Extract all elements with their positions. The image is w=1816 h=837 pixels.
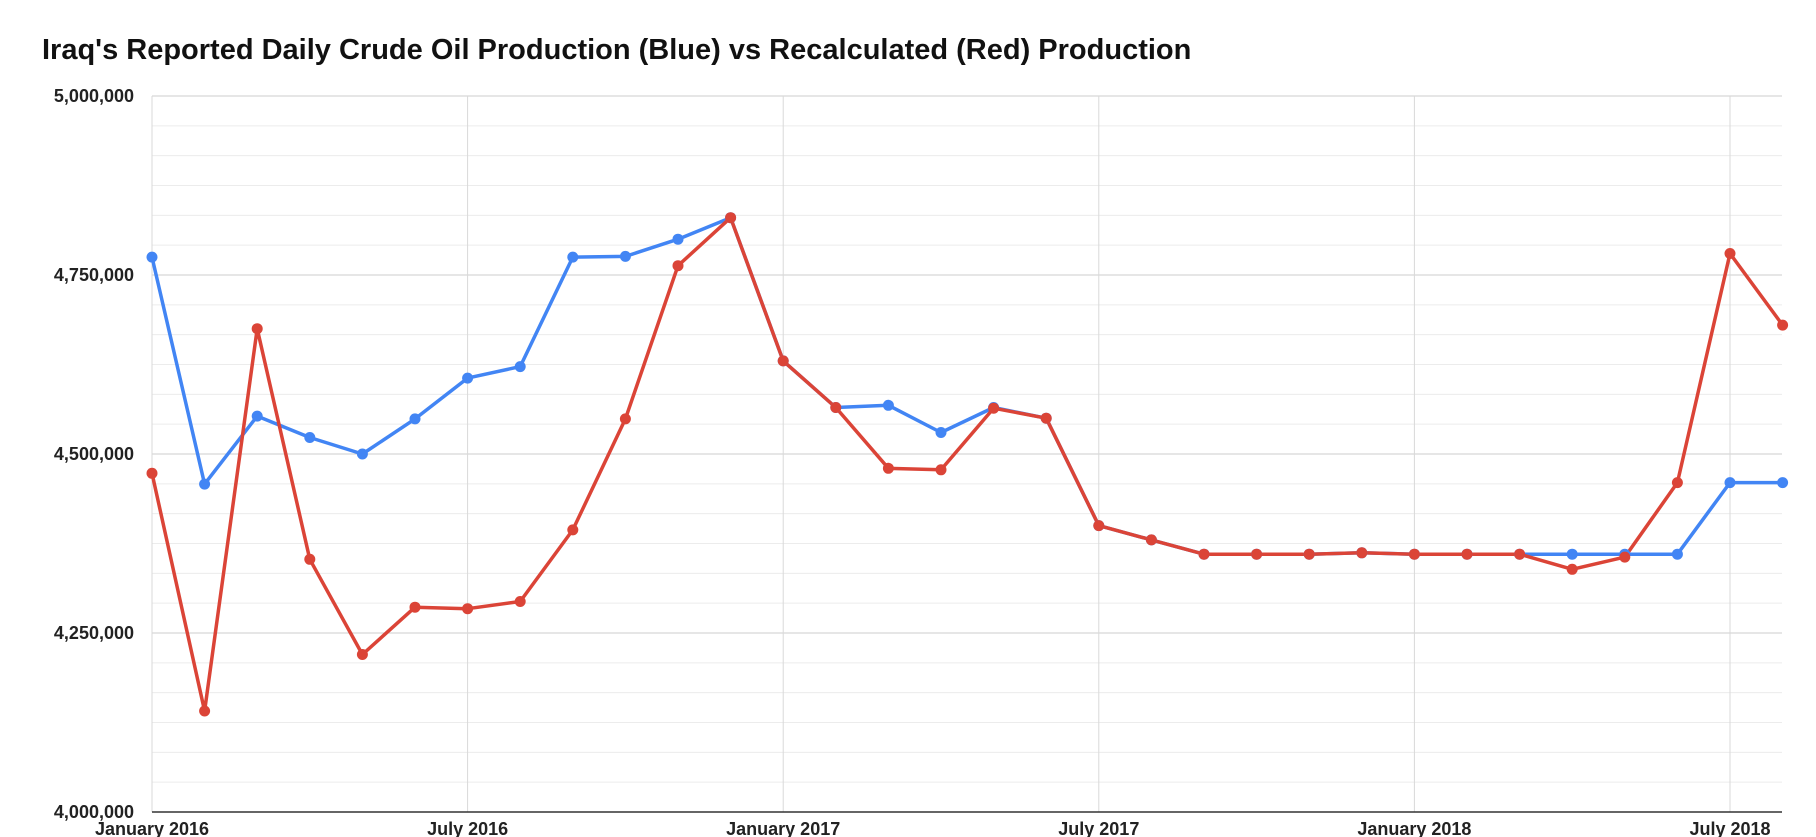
recalculated-data-point <box>462 603 474 615</box>
recalculated-data-point <box>304 553 316 565</box>
series-lines <box>150 215 1785 713</box>
recalculated-data-point <box>1303 548 1315 560</box>
chart-title: Iraq's Reported Daily Crude Oil Producti… <box>42 34 1192 66</box>
recalculated-data-point <box>1040 412 1052 424</box>
reported-data-point <box>935 427 947 438</box>
y-tick-label: 4,500,000 <box>54 444 134 464</box>
reported-data-point <box>619 250 631 262</box>
recalculated-data-point <box>1461 548 1473 560</box>
y-tick-label: 4,000,000 <box>54 802 134 822</box>
recalculated-data-point <box>1093 520 1105 532</box>
reported-data-point <box>514 361 526 373</box>
recalculated-data-point <box>409 601 421 613</box>
recalculated-data-point <box>1566 563 1578 575</box>
recalculated-data-point <box>1777 319 1789 331</box>
x-tick-label: January 2016 <box>95 819 209 837</box>
reported-series-line <box>150 215 1785 556</box>
recalculated-data-point <box>1198 548 1210 560</box>
reported-data-point <box>462 372 474 384</box>
recalculated-data-point <box>251 323 263 335</box>
recalculated-data-point <box>672 260 684 272</box>
recalculated-data-point <box>146 467 158 479</box>
reported-data-point <box>1566 548 1578 560</box>
recalculated-data-point <box>356 649 368 660</box>
reported-data-point <box>409 413 421 425</box>
y-tick-label: 4,250,000 <box>54 623 134 643</box>
reported-data-point <box>1671 548 1683 560</box>
y-tick-label: 4,750,000 <box>54 265 134 285</box>
recalculated-data-point <box>199 705 211 717</box>
recalculated-data-point <box>1724 248 1736 259</box>
recalculated-data-point <box>935 464 947 476</box>
recalculated-data-point <box>725 212 737 224</box>
reported-data-point <box>251 410 263 422</box>
x-tick-label: July 2016 <box>427 819 508 837</box>
recalculated-data-point <box>882 462 894 474</box>
recalculated-data-point <box>1408 548 1420 560</box>
recalculated-data-point <box>830 402 842 413</box>
recalculated-data-point <box>1356 547 1368 559</box>
reported-data-point <box>1777 477 1789 489</box>
recalculated-data-point <box>1251 548 1263 560</box>
data-points <box>146 212 1789 717</box>
recalculated-series-line <box>150 215 1785 713</box>
x-tick-label: January 2018 <box>1357 819 1471 837</box>
recalculated-data-point <box>567 524 579 536</box>
reported-data-point <box>882 399 894 411</box>
reported-data-point <box>1724 477 1736 489</box>
recalculated-data-point <box>514 596 526 607</box>
reported-data-point <box>356 448 368 460</box>
recalculated-data-point <box>988 402 1000 414</box>
x-tick-label: January 2017 <box>726 819 840 837</box>
tick-labels: 4,000,000 4,250,000 4,500,000 4,750,000 5,00… <box>54 86 1771 837</box>
recalculated-data-point <box>619 413 631 425</box>
reported-data-point <box>567 251 579 263</box>
reported-data-point <box>146 251 158 263</box>
y-tick-label: 5,000,000 <box>54 86 134 106</box>
x-tick-label: July 2018 <box>1689 819 1770 837</box>
reported-data-point <box>199 478 211 490</box>
recalculated-data-point <box>1145 534 1157 546</box>
reported-data-point <box>304 432 316 443</box>
recalculated-data-point <box>1619 551 1631 563</box>
x-tick-label: July 2017 <box>1058 819 1139 837</box>
grid-lines <box>151 95 1782 812</box>
reported-data-point <box>672 233 684 245</box>
recalculated-data-point <box>777 355 789 367</box>
recalculated-data-point <box>1514 548 1526 560</box>
recalculated-data-point <box>1671 477 1683 489</box>
